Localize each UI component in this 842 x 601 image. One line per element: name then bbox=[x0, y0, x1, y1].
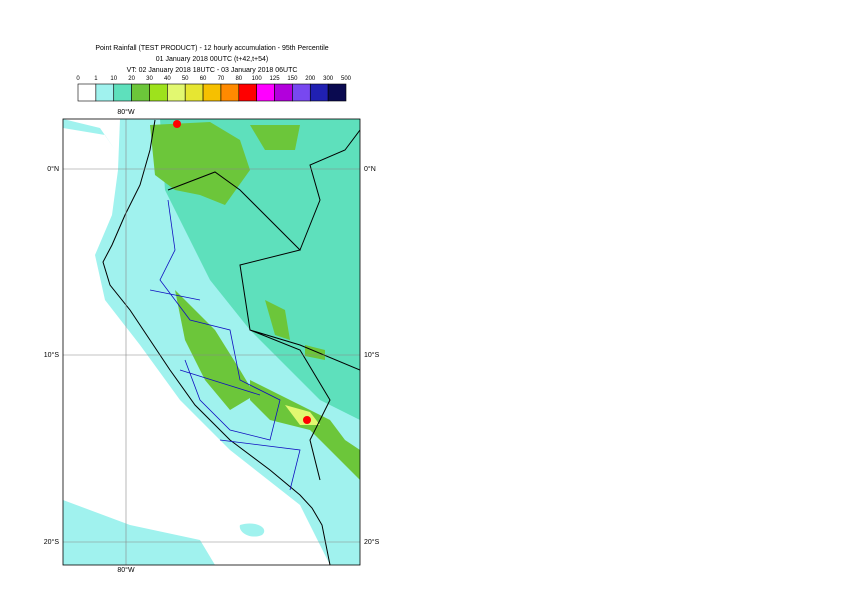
colorbar-label: 300 bbox=[323, 76, 334, 82]
colorbar-label: 200 bbox=[305, 76, 316, 82]
colorbar-label: 150 bbox=[287, 76, 298, 82]
rain-area bbox=[150, 122, 250, 205]
lat-label: 0°N bbox=[364, 165, 376, 173]
ocean-rain bbox=[63, 500, 215, 565]
ocean-rain bbox=[239, 523, 265, 537]
colorbar-label: 80 bbox=[235, 76, 242, 82]
valid-time: VT: 02 January 2018 18UTC - 03 January 2… bbox=[127, 67, 298, 74]
rain-peak bbox=[173, 120, 181, 128]
rain-peak bbox=[303, 416, 311, 424]
ocean-rain bbox=[63, 119, 115, 150]
lat-label: 10°S bbox=[44, 351, 60, 359]
colorbar-box bbox=[167, 83, 186, 102]
colorbar-label: 500 bbox=[341, 76, 352, 82]
lat-label: 10°S bbox=[364, 351, 380, 359]
rain-area bbox=[265, 300, 290, 340]
colorbar-label: 50 bbox=[182, 76, 189, 82]
colorbar-label: 1 bbox=[94, 76, 98, 82]
rain-area bbox=[250, 380, 360, 480]
colorbar-box bbox=[202, 83, 222, 102]
lat-label: 20°S bbox=[364, 538, 380, 546]
colorbar-box bbox=[184, 83, 204, 102]
lon-label: 80°W bbox=[117, 108, 135, 116]
colorbar-label: 10 bbox=[110, 76, 117, 82]
map bbox=[63, 119, 360, 565]
colorbar-label: 20 bbox=[128, 76, 135, 82]
colorbar-box bbox=[274, 83, 293, 102]
border bbox=[167, 129, 360, 481]
coastline bbox=[102, 119, 331, 565]
colorbar-box bbox=[327, 83, 347, 102]
colorbar-box bbox=[292, 83, 311, 102]
rain-area bbox=[250, 125, 300, 150]
colorbar-box bbox=[149, 83, 168, 102]
colorbar: 0 1 10 20 30 40 50 60 70 80 100 125 150 200 300 500 bbox=[76, 76, 352, 102]
colorbar-box bbox=[95, 83, 115, 102]
colorbar-box bbox=[238, 83, 257, 102]
title: Point Rainfall (TEST PRODUCT) - 12 hourl… bbox=[95, 45, 328, 52]
colorbar-label: 100 bbox=[252, 76, 263, 82]
colorbar-box bbox=[309, 83, 329, 102]
colorbar-label: 0 bbox=[76, 76, 80, 82]
colorbar-label: 30 bbox=[146, 76, 153, 82]
colorbar-label: 40 bbox=[164, 76, 171, 82]
map-frame bbox=[62, 118, 361, 566]
colorbar-box bbox=[113, 83, 132, 102]
colorbar-box bbox=[77, 83, 97, 102]
colorbar-box bbox=[131, 83, 150, 102]
region-border bbox=[149, 199, 301, 491]
rain-area bbox=[175, 290, 255, 410]
colorbar-label: 125 bbox=[270, 76, 281, 82]
lat-label: 0°N bbox=[47, 165, 59, 173]
colorbar-box bbox=[256, 83, 275, 102]
colorbar-box bbox=[220, 83, 240, 102]
colorbar-label: 70 bbox=[218, 76, 225, 82]
lat-label: 20°S bbox=[44, 538, 60, 546]
lon-label: 80°W bbox=[117, 566, 135, 574]
colorbar-label: 60 bbox=[200, 76, 207, 82]
rain-core bbox=[285, 405, 320, 425]
base-time: 01 January 2018 00UTC (t+42,t+54) bbox=[156, 56, 268, 63]
